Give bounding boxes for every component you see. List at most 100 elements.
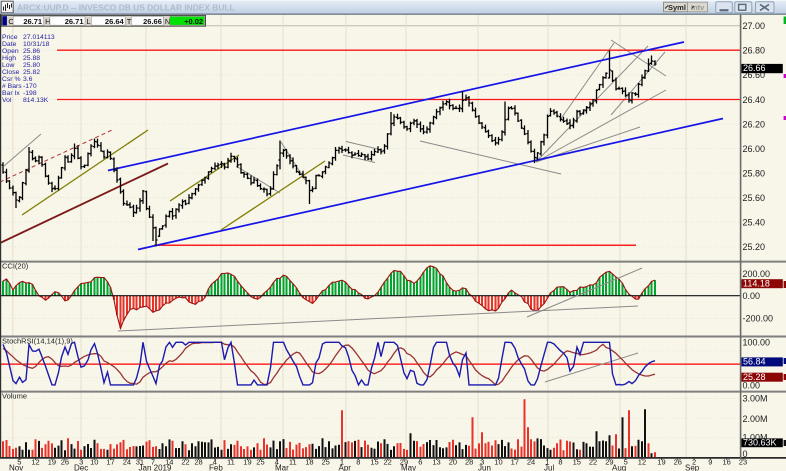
svg-text:22: 22 [589,458,597,467]
svg-text:25.88: 25.88 [23,55,40,62]
svg-text:22: 22 [181,458,189,467]
svg-text:16: 16 [723,458,731,467]
svg-text:11: 11 [289,458,297,467]
svg-text:22: 22 [384,458,392,467]
svg-text:3: 3 [79,458,83,467]
svg-text:25.82: 25.82 [23,69,40,76]
svg-text:May: May [401,463,416,471]
svg-text:12: 12 [31,458,39,467]
svg-text:25.28: 25.28 [743,372,766,382]
svg-text:High: High [2,55,16,62]
svg-text:25: 25 [256,458,264,467]
svg-text:28: 28 [194,458,202,467]
svg-text:Price: Price [2,34,18,41]
svg-text:19: 19 [243,458,251,467]
svg-text:2.00M: 2.00M [743,414,768,424]
svg-text:26.20: 26.20 [743,119,766,129]
svg-text:15: 15 [573,458,581,467]
svg-text:26.80: 26.80 [743,46,766,56]
svg-text:Close: Close [2,69,20,76]
svg-text:28: 28 [465,458,473,467]
svg-text:25.20: 25.20 [743,242,766,252]
svg-text:5: 5 [624,458,628,467]
svg-text:15: 15 [370,458,378,467]
svg-text:N: N [165,17,170,26]
svg-text:2: 2 [692,458,696,467]
svg-text:Nov: Nov [9,463,23,471]
svg-text:Jan 2019: Jan 2019 [139,463,172,471]
svg-text:# Bars: # Bars [2,83,22,90]
svg-text:25.80: 25.80 [743,168,766,178]
svg-text:26.00: 26.00 [743,144,766,154]
svg-text:Intv: Intv [691,3,705,12]
svg-text:29: 29 [400,458,408,467]
svg-text:6: 6 [418,458,422,467]
svg-text:20: 20 [449,458,457,467]
svg-text:4: 4 [213,458,217,467]
svg-text:26.66: 26.66 [743,63,766,73]
svg-text:Csr %: Csr % [2,76,21,83]
svg-text:Syml: Syml [668,3,686,12]
svg-text:H: H [45,17,50,26]
svg-text:31: 31 [136,458,144,467]
svg-text:9: 9 [708,458,712,467]
svg-text:27.00: 27.00 [743,21,766,31]
svg-text:3.00M: 3.00M [743,394,768,404]
svg-text:StochRSI(14,14(1),9): StochRSI(14,14(1),9) [2,336,73,345]
svg-text:Volume: Volume [2,392,27,401]
svg-text:10: 10 [90,458,98,467]
svg-text:0: 0 [743,449,748,459]
svg-text:Apr: Apr [339,463,352,471]
svg-text:100.00: 100.00 [743,338,771,348]
svg-text:25: 25 [322,458,330,467]
svg-text:814.13K: 814.13K [23,97,49,104]
svg-text:27.014113: 27.014113 [23,34,55,41]
svg-text:-170: -170 [23,83,37,90]
svg-text:18: 18 [305,458,313,467]
svg-text:26: 26 [674,458,682,467]
svg-text:Jul: Jul [544,463,554,471]
svg-text:26.40: 26.40 [743,95,766,105]
svg-text:Bar Ix: Bar Ix [2,90,20,97]
svg-text:25.40: 25.40 [743,217,766,227]
svg-text:Mar: Mar [275,463,289,471]
svg-text:26.66: 26.66 [143,17,162,26]
svg-text:1: 1 [340,458,344,467]
svg-text:8: 8 [356,458,360,467]
svg-text:29: 29 [605,458,613,467]
svg-text:17: 17 [106,458,114,467]
svg-text:1: 1 [545,458,549,467]
svg-text:+0.02: +0.02 [184,17,203,26]
svg-text:19: 19 [657,458,665,467]
svg-text:13: 13 [432,458,440,467]
svg-text:Dec: Dec [74,463,88,471]
svg-text:25.80: 25.80 [23,62,40,69]
svg-text:Date: Date [2,41,17,48]
svg-text:Aug: Aug [612,463,626,471]
svg-text:3: 3 [480,458,484,467]
svg-text:24: 24 [123,458,131,467]
svg-text:T: T [127,17,132,26]
svg-text:Vol: Vol [2,97,12,104]
svg-text:14: 14 [165,458,173,467]
svg-text:26.71: 26.71 [23,17,42,26]
svg-text:Jun: Jun [478,463,491,471]
svg-text:Feb: Feb [209,463,223,471]
svg-text:26.71: 26.71 [65,17,84,26]
svg-text:23: 23 [739,458,747,467]
svg-text:0.00: 0.00 [743,380,761,390]
svg-text:CCI(20): CCI(20) [2,262,29,271]
svg-text:Sep: Sep [685,463,700,471]
svg-text:26.60: 26.60 [743,70,766,80]
svg-text:12: 12 [638,458,646,467]
svg-text:L: L [87,17,91,26]
svg-text:0.00: 0.00 [743,291,761,301]
svg-text:4: 4 [275,458,279,467]
svg-text:5: 5 [17,458,21,467]
svg-text:8: 8 [558,458,562,467]
svg-text:730.63K: 730.63K [743,437,777,447]
svg-text:56.84: 56.84 [743,357,766,367]
svg-text:26.64: 26.64 [105,17,125,26]
svg-text:26: 26 [61,458,69,467]
svg-text:Low: Low [2,62,15,69]
